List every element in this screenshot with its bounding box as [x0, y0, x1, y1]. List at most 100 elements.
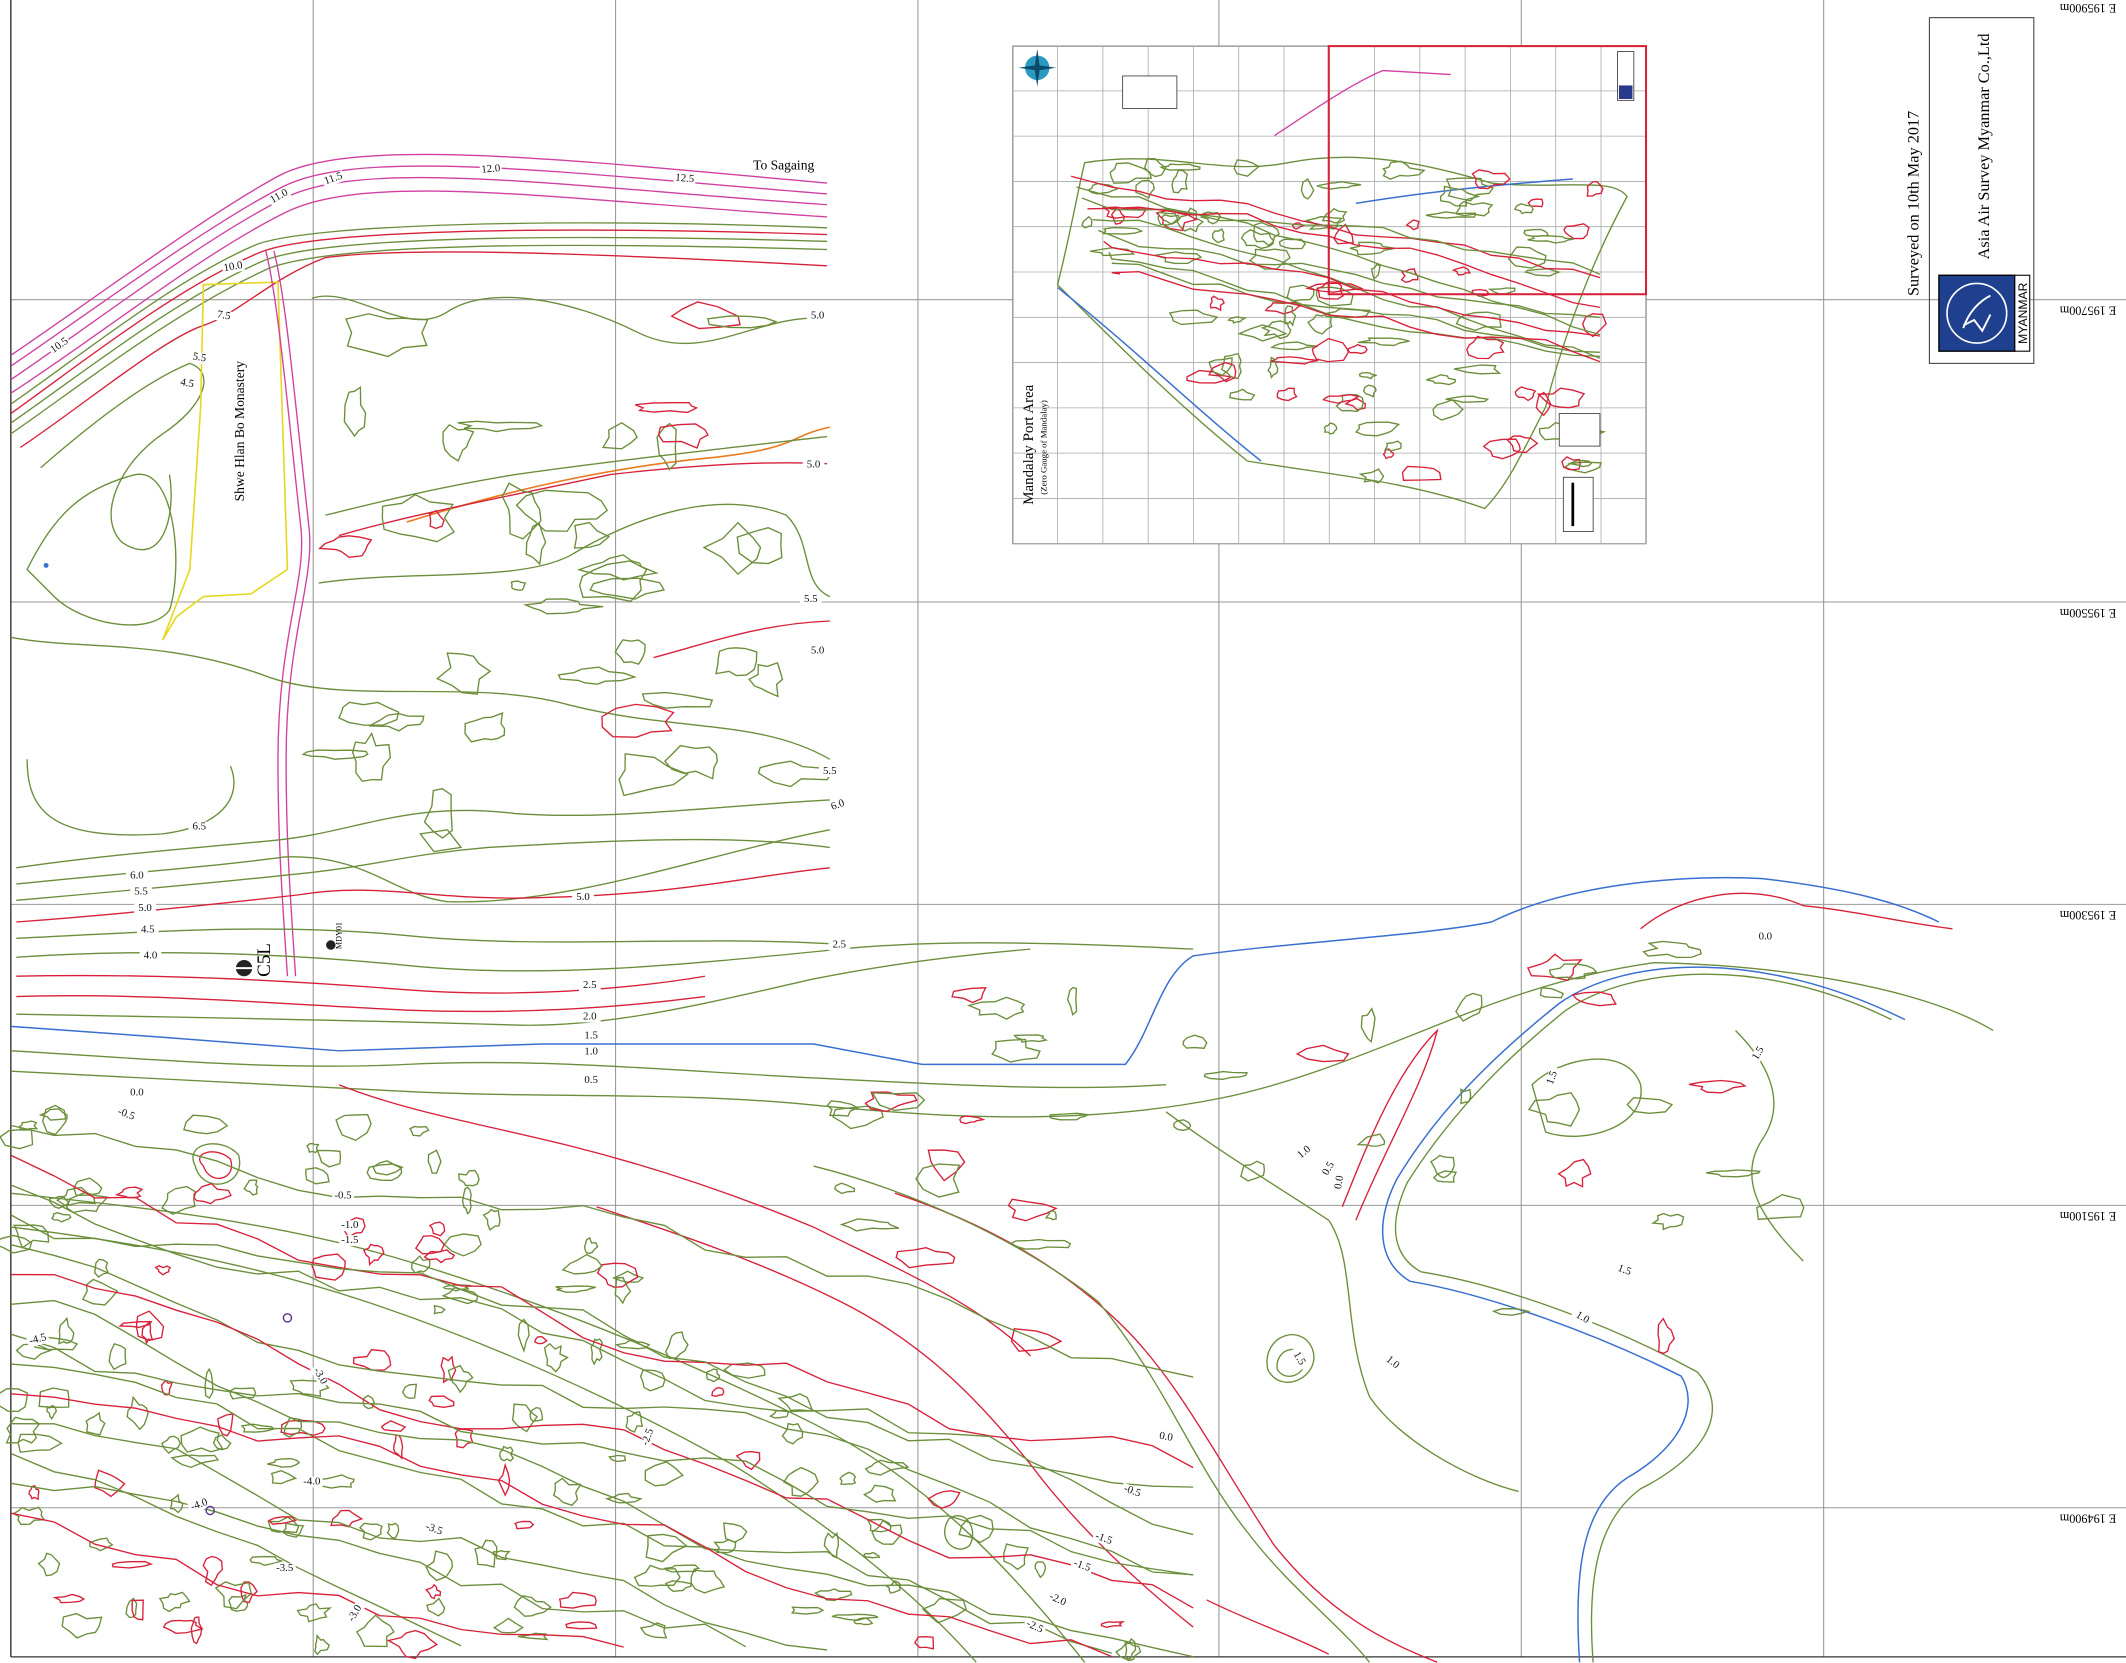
contour [831, 1613, 879, 1621]
contour [702, 521, 762, 576]
contour [10, 229, 828, 415]
contour [10, 1333, 1194, 1576]
contour-label: 1.5 [1291, 1349, 1308, 1367]
contour [1253, 221, 1280, 247]
contour [1531, 1058, 1642, 1137]
contour [161, 1185, 197, 1215]
contour [590, 1338, 604, 1366]
contour [10, 1124, 1194, 1378]
contour [555, 1285, 596, 1293]
contour [343, 385, 367, 438]
contour [15, 1343, 53, 1360]
contour [301, 749, 369, 760]
contour-label: 5.5 [192, 350, 207, 364]
contour [283, 1417, 303, 1438]
contour [10, 165, 828, 367]
label-halo [221, 259, 245, 275]
contour [5, 1416, 41, 1444]
contour [959, 1115, 986, 1125]
contour-label: -1.5 [1094, 1530, 1114, 1547]
contour [1316, 181, 1362, 190]
contour [318, 503, 831, 598]
label-halo [332, 1190, 354, 1202]
contour [1300, 177, 1315, 200]
contour [1007, 1198, 1058, 1222]
contour [454, 1428, 474, 1449]
contour [573, 521, 611, 549]
contour-label: -3.5 [276, 1562, 293, 1574]
contour-label: 0.0 [1158, 1430, 1173, 1444]
contour [0, 1129, 34, 1150]
contour [1171, 169, 1189, 194]
inset-logo [1618, 85, 1633, 99]
inset-contour [1087, 206, 1601, 309]
contour [161, 1435, 182, 1454]
contour [1362, 384, 1377, 398]
label-halo [1069, 1557, 1095, 1575]
contour [1526, 953, 1583, 982]
contour [707, 315, 778, 329]
contour [1010, 1328, 1063, 1352]
label-halo [1332, 1170, 1347, 1194]
contour [656, 422, 677, 471]
contour [1208, 357, 1233, 377]
label-halo [309, 1364, 331, 1389]
contour-label: 1.0 [584, 1046, 598, 1058]
contour-label: 5.5 [823, 765, 837, 777]
contour [386, 1522, 400, 1539]
label-halo [1318, 1156, 1339, 1181]
company-logo [1938, 274, 2016, 352]
benchmark-label: MDY01 [335, 922, 344, 949]
contour [833, 1182, 856, 1195]
contour [141, 1320, 154, 1345]
contour [839, 1218, 900, 1232]
inset-contour [1111, 262, 1600, 353]
contour [1642, 940, 1703, 959]
contour [16, 942, 1194, 972]
label-halo [825, 796, 850, 815]
contour [790, 1606, 825, 1615]
survey-note: Surveyed on 10th May 2017 [1905, 111, 1923, 296]
contour [10, 1226, 977, 1663]
contour-label: -4.0 [189, 1496, 209, 1513]
contour [182, 1114, 229, 1135]
contour [10, 1244, 1194, 1576]
contour [1539, 987, 1565, 999]
contour [0, 1234, 33, 1254]
label-halo [828, 939, 851, 951]
contour [517, 1632, 549, 1641]
contour [10, 1154, 1194, 1469]
contour [782, 1466, 819, 1497]
point [43, 562, 49, 568]
contour [311, 295, 828, 345]
contour [10, 222, 828, 405]
contour-label: 0.0 [130, 1086, 144, 1098]
contour [401, 1383, 418, 1400]
contour-label: -1.5 [1072, 1557, 1092, 1574]
contour [386, 1629, 439, 1660]
label-halo [130, 886, 152, 898]
contour [1295, 1044, 1350, 1063]
contour [158, 1591, 191, 1613]
contour [663, 1564, 701, 1573]
contour [1453, 364, 1502, 375]
contour [1237, 324, 1288, 342]
contour [565, 1621, 598, 1630]
contour [1346, 343, 1368, 355]
label-halo [1120, 1482, 1145, 1501]
label-halo [26, 1331, 50, 1348]
inset-contour [1098, 229, 1600, 319]
contour [423, 1249, 456, 1264]
contour [1527, 198, 1544, 208]
contour [657, 423, 709, 449]
contour [492, 1617, 524, 1634]
contour [442, 423, 475, 462]
contour-label: 6.0 [130, 869, 144, 881]
contour [1513, 203, 1534, 215]
grid-label: E 195300m [2059, 908, 2116, 922]
contour [1354, 421, 1401, 437]
contour [1651, 1212, 1685, 1231]
country-box [2014, 274, 2031, 352]
contour [913, 1636, 935, 1650]
label-halo [136, 924, 159, 936]
